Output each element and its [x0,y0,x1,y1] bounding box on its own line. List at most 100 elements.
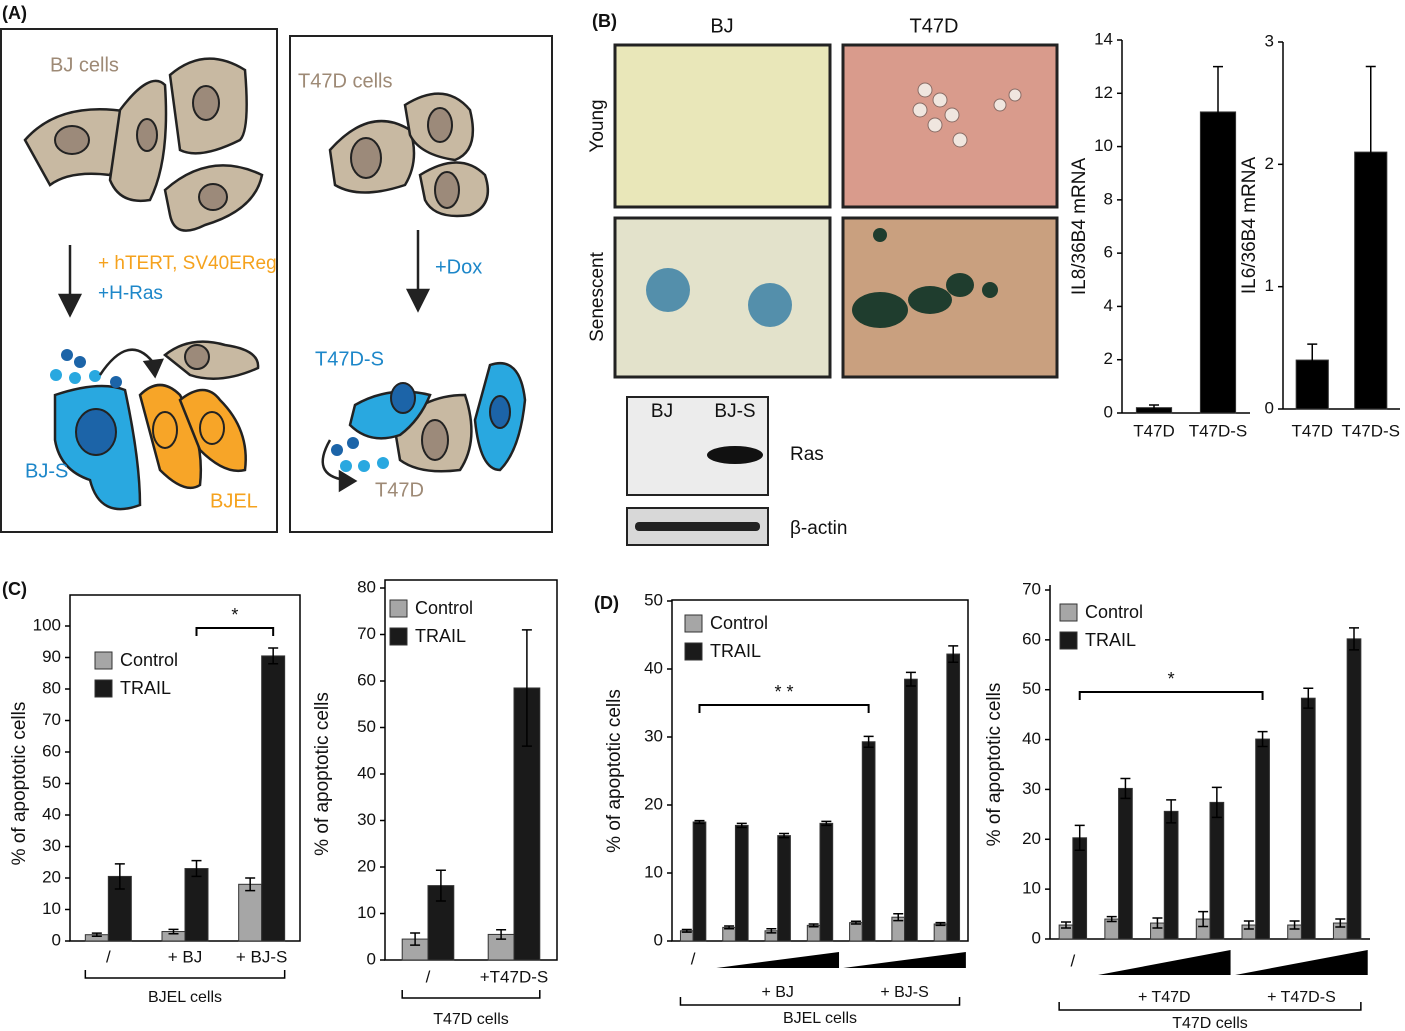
y-tick-label: 30 [357,810,376,829]
plot-frame [384,579,558,961]
y-tick-label: 0 [1104,402,1113,421]
error-bar [1257,730,1268,748]
y-tick-label: 100 [33,615,61,634]
dose-wedge [716,952,840,968]
y-tick-label: 20 [644,794,663,813]
bar [819,822,834,942]
x-axis-label: BJEL cells [783,1010,857,1027]
legend-swatch [389,599,408,618]
error-bar [893,913,904,922]
y-tick-label: 20 [357,856,376,875]
legend-label: TRAIL [1085,630,1136,650]
x-axis-label: T47D cells [433,1011,509,1028]
bar [184,868,209,942]
annotation: * * [775,682,794,702]
x-tick-label: / [1070,951,1075,970]
y-tick-label: 12 [1094,83,1113,102]
y-tick-label: 2 [1265,154,1274,173]
label: BJ [651,401,673,422]
y-tick-label: 30 [42,836,61,855]
label: BJ-S [714,401,755,422]
error-bar [1289,920,1300,930]
y-tick-label: 6 [1104,243,1113,262]
group-label: + T47D [1138,989,1191,1006]
label: T47D-S [315,348,384,370]
error-bar [168,928,179,935]
bar [1209,801,1225,940]
significance-bracket [1078,691,1264,700]
bjel-nuclei [152,411,225,449]
y-tick-label: 0 [52,930,61,949]
cells [912,82,1022,148]
significance-bracket [698,704,870,713]
y-tick-label: 80 [357,577,376,596]
legend-swatch [684,642,703,661]
x-tick-label: T47D [1133,421,1175,440]
schematic-a: BJ cells + hTERT, SV40EReg +H-Ras BJ-S B… [0,28,553,533]
y-axis-label: % of apoptotic cells [984,683,1005,847]
legend-label: TRAIL [710,641,761,661]
panel-label: (A) [2,3,27,23]
label: +H-Ras [98,283,163,304]
y-tick-label: 90 [42,647,61,666]
label: Ras [790,444,824,465]
error-bar [694,819,705,825]
y-tick-label: 40 [42,804,61,823]
error-bar [724,925,735,930]
senescent-nuclei [75,382,511,456]
stain [852,228,998,328]
bar [806,924,821,942]
band [707,446,763,464]
y-tick-label: 14 [1094,29,1113,48]
error-bar [905,671,916,687]
bar [933,923,948,942]
y-axis-label: % of apoptotic cells [604,689,625,853]
y-tick-label: 2 [1104,349,1113,368]
y-tick-label: 40 [644,658,663,677]
error-bar [1061,921,1071,929]
group-label: + BJ [761,984,793,1001]
image [841,43,1059,209]
y-tick-label: 70 [1022,579,1041,598]
legend-swatch [1059,603,1078,622]
label: T47D [910,15,959,37]
error-bar [410,932,421,946]
y-tick-label: 0 [1265,398,1274,417]
y-tick-label: 0 [1032,928,1041,947]
label: BJEL [210,490,258,512]
x-tick-label: / [691,949,696,968]
error-bar [1307,343,1318,377]
label: T47D [375,479,424,501]
x-bracket [1058,1002,1362,1011]
error-bar [1152,917,1163,929]
dose-wedge [843,952,966,968]
x-tick-label: T47D-S [1341,421,1400,440]
bar [238,883,263,942]
y-tick-label: 50 [644,590,663,609]
dose-wedge [1235,950,1368,975]
y-tick-label: 60 [1022,629,1041,648]
y-tick-label: 3 [1265,31,1274,50]
legend-label: Control [1085,602,1143,622]
x-tick-label: + BJ [168,947,203,966]
legend-label: TRAIL [415,626,466,646]
legend-label: Control [710,613,768,633]
y-tick-label: 20 [42,867,61,886]
x-tick-label: / [106,947,111,966]
error-bar [1303,687,1314,709]
error-bar [496,929,507,940]
legend-label: Control [120,650,178,670]
bar [849,922,863,942]
label: β-actin [790,518,847,539]
error-bar [268,647,279,665]
bar [1255,738,1270,940]
error-bar [1211,786,1222,819]
y-tick-label: 10 [357,903,376,922]
y-tick-label: 10 [644,862,663,881]
frame [289,35,553,533]
arrows [57,230,431,493]
micrographs: BJ T47D Young Senescent BJ BJ-S Ras β-ac… [587,15,1059,546]
image [613,216,832,379]
error-bar [1149,404,1159,412]
